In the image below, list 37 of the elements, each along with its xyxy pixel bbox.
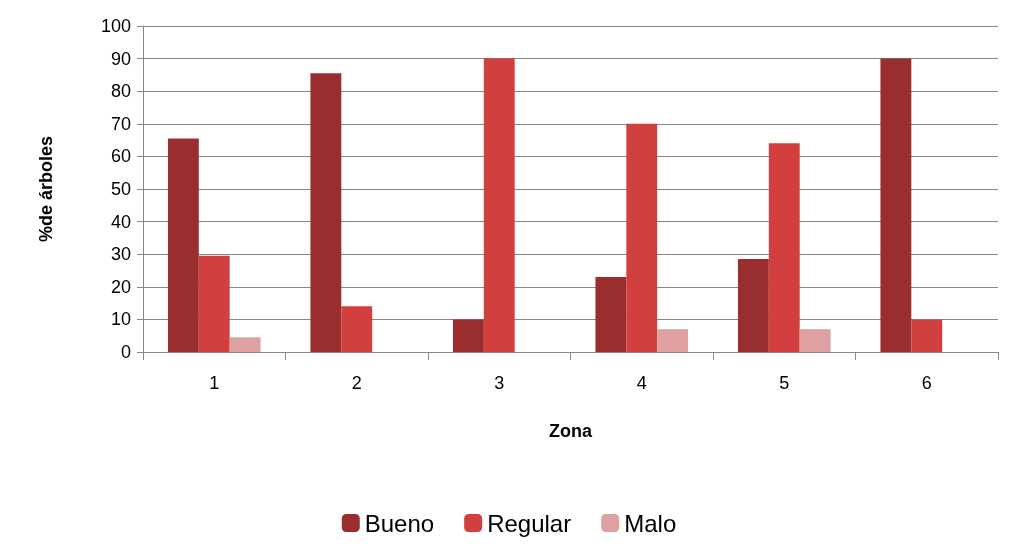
x-tick-label: 6 [921,373,932,393]
bar [452,319,484,352]
bar [911,319,943,352]
y-tick-label: 70 [110,113,131,134]
y-tick-label: 80 [110,81,131,102]
y-tick-label: 90 [110,48,131,69]
bar [880,58,912,352]
bar [229,337,261,352]
bar [341,306,373,352]
bar [310,73,342,352]
bar [167,138,199,352]
bar [626,123,658,352]
bar [483,58,515,352]
bar [198,255,230,352]
y-tick-label: 0 [120,342,131,362]
y-tick-label: 10 [110,309,131,330]
x-tick-label: 5 [779,373,790,393]
bar [768,143,800,352]
y-tick-label: 100 [100,16,131,36]
x-tick-label: 3 [494,373,505,393]
y-tick-label: 50 [110,179,131,199]
x-axis-title: Zona [549,421,593,441]
legend-label: Regular [487,509,572,537]
bar [595,277,627,352]
y-axis-title: %de árboles [36,135,56,243]
bar [657,329,689,352]
y-tick-label: 60 [110,146,131,167]
y-tick-label: 20 [110,276,131,297]
legend-label: Bueno [364,509,435,537]
x-tick-label: 1 [209,373,220,393]
x-tick-label: 2 [351,373,362,393]
x-tick-label: 4 [636,373,647,393]
y-tick-label: 30 [110,244,131,265]
bar [737,259,769,352]
bar [799,329,831,352]
legend-label: Malo [624,509,677,537]
y-tick-label: 40 [110,211,131,232]
